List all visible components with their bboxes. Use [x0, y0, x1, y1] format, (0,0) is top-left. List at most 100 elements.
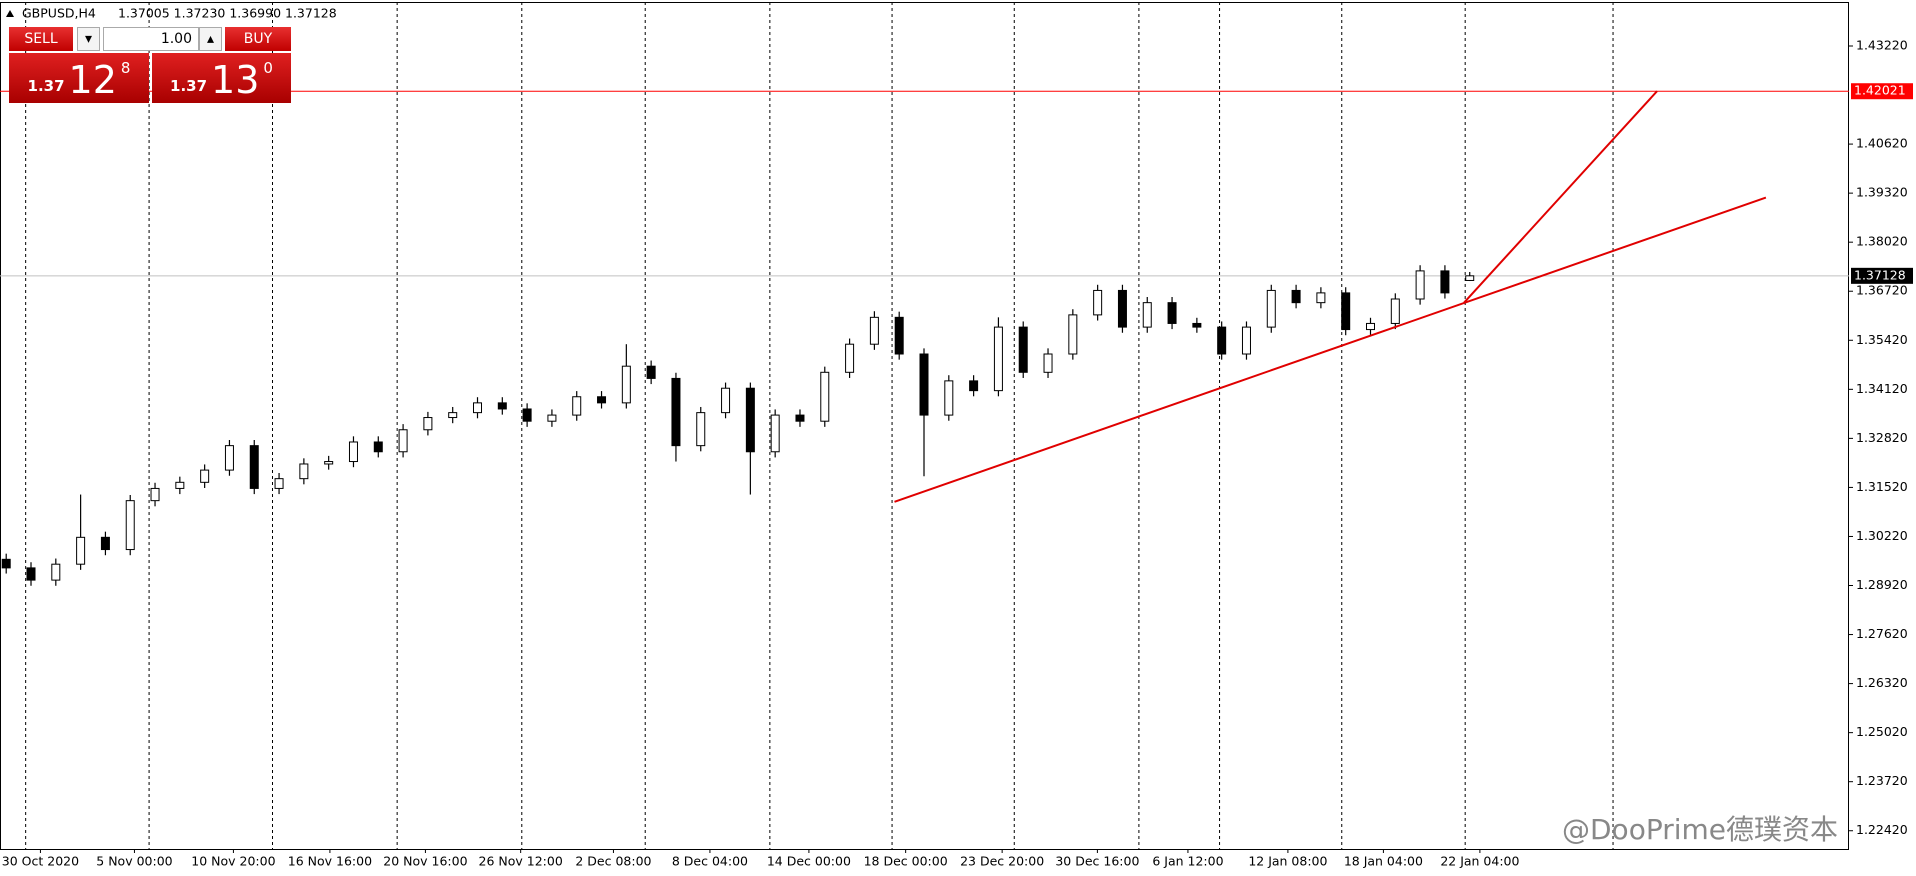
price-fraction: 8: [120, 59, 131, 77]
x-tick-label: 6 Jan 12:00: [1152, 854, 1223, 869]
candle-body: [299, 463, 309, 480]
candle-body: [1415, 270, 1425, 300]
price-pips: 13: [211, 58, 260, 102]
watermark: @DooPrime德璞资本: [1562, 813, 1839, 846]
x-tick-label: 8 Dec 04:00: [672, 854, 748, 869]
candle-body: [721, 387, 731, 414]
candle-body: [1192, 322, 1202, 328]
x-tick-label: 12 Jan 08:00: [1248, 854, 1327, 869]
candle-body: [671, 377, 681, 447]
symbol-title: GBPUSD,H4: [22, 6, 96, 21]
x-tick-label: 10 Nov 20:00: [191, 854, 275, 869]
sell-price[interactable]: 1.37 12 8: [9, 53, 149, 103]
candle-body: [448, 412, 458, 419]
candle-body: [1093, 289, 1103, 316]
x-tick-label: 2 Dec 08:00: [575, 854, 651, 869]
candle-body: [1068, 314, 1078, 355]
lot-decrease[interactable]: ▾: [77, 27, 100, 51]
x-tick-label: 30 Oct 2020: [2, 854, 79, 869]
candle-body: [795, 414, 805, 422]
x-tick-label: 20 Nov 16:00: [383, 854, 467, 869]
y-tick-label: 1.36720: [1856, 283, 1908, 298]
candle-body: [1291, 289, 1301, 304]
candle-body: [522, 408, 532, 422]
candle-body: [51, 563, 61, 581]
trendline: [894, 196, 1767, 503]
candle-body: [1440, 270, 1450, 294]
candle-body: [274, 478, 284, 489]
candle-body: [1241, 326, 1251, 355]
price-label-box: [1851, 267, 1913, 284]
candle-body: [249, 445, 259, 489]
x-tick-label: 5 Nov 00:00: [96, 854, 172, 869]
candle-body: [324, 461, 334, 465]
y-tick-label: 1.34120: [1856, 381, 1908, 396]
candle-body: [473, 402, 483, 414]
y-tick-label: 1.38020: [1856, 234, 1908, 249]
candle-body: [944, 380, 954, 416]
x-tick-label: 30 Dec 16:00: [1055, 854, 1139, 869]
x-tick-label: 23 Dec 20:00: [960, 854, 1044, 869]
candle-body: [100, 536, 110, 551]
buy-button[interactable]: BUY: [225, 27, 291, 51]
candle-body: [745, 387, 755, 453]
price-prefix: 1.37: [170, 77, 208, 95]
x-tick-label: 16 Nov 16:00: [288, 854, 372, 869]
x-tick-label: 18 Dec 00:00: [864, 854, 948, 869]
candle-body: [497, 402, 507, 410]
candle-body: [820, 371, 830, 422]
y-tick-label: 1.26320: [1856, 675, 1908, 690]
price-label: 1.42021: [1854, 83, 1906, 98]
candle-body: [547, 414, 557, 422]
candle-body: [125, 500, 135, 551]
collapse-arrow[interactable]: [6, 10, 14, 17]
candle-body: [696, 412, 706, 447]
candle-body: [423, 417, 433, 431]
lot-increase[interactable]: ▴: [199, 27, 222, 51]
candle-body: [1316, 292, 1326, 304]
sell-button[interactable]: SELL: [9, 27, 73, 51]
candle-body: [398, 429, 408, 453]
candle-body: [1, 558, 11, 569]
candle-body: [770, 414, 780, 453]
ohlc-readout: 1.37005 1.37230 1.36990 1.37128: [118, 6, 337, 21]
candle-body: [646, 365, 656, 379]
plot-frame: [0, 2, 1849, 850]
y-tick-label: 1.22420: [1856, 822, 1908, 837]
candle-body: [993, 326, 1003, 392]
candle-body: [200, 469, 210, 483]
candle-body: [597, 396, 607, 404]
current-price-label: 1.37128: [1854, 267, 1906, 282]
y-tick-label: 1.35420: [1856, 332, 1908, 347]
lot-input[interactable]: 1.00: [103, 27, 199, 51]
price-pips: 12: [68, 58, 117, 102]
candle-body: [1217, 326, 1227, 355]
candle-body: [1341, 292, 1351, 331]
price-fraction: 0: [263, 59, 273, 77]
candle-body: [1366, 322, 1376, 331]
y-tick-label: 1.40620: [1856, 136, 1908, 151]
y-tick-label: 1.28920: [1856, 577, 1908, 592]
candle-body: [621, 365, 631, 404]
x-tick-label: 14 Dec 00:00: [767, 854, 851, 869]
candle-body: [1266, 289, 1276, 328]
candle-body: [919, 353, 929, 416]
price-prefix: 1.37: [27, 77, 65, 95]
candle-body: [373, 441, 383, 453]
y-tick-label: 1.30220: [1856, 528, 1908, 543]
buy-price[interactable]: 1.37 13 0: [152, 53, 291, 103]
y-tick-label: 1.31520: [1856, 479, 1908, 494]
y-tick-label: 1.43220: [1856, 37, 1908, 52]
candle-body: [869, 316, 879, 345]
candle-body: [1018, 326, 1028, 373]
trendline: [1463, 90, 1658, 304]
candle-body: [1043, 353, 1053, 373]
y-tick-label: 1.25020: [1856, 724, 1908, 739]
x-tick-label: 22 Jan 04:00: [1440, 854, 1519, 869]
candle-body: [572, 396, 582, 416]
x-tick-label: 26 Nov 12:00: [479, 854, 563, 869]
y-tick-label: 1.39320: [1856, 185, 1908, 200]
candle-body: [1142, 302, 1152, 328]
